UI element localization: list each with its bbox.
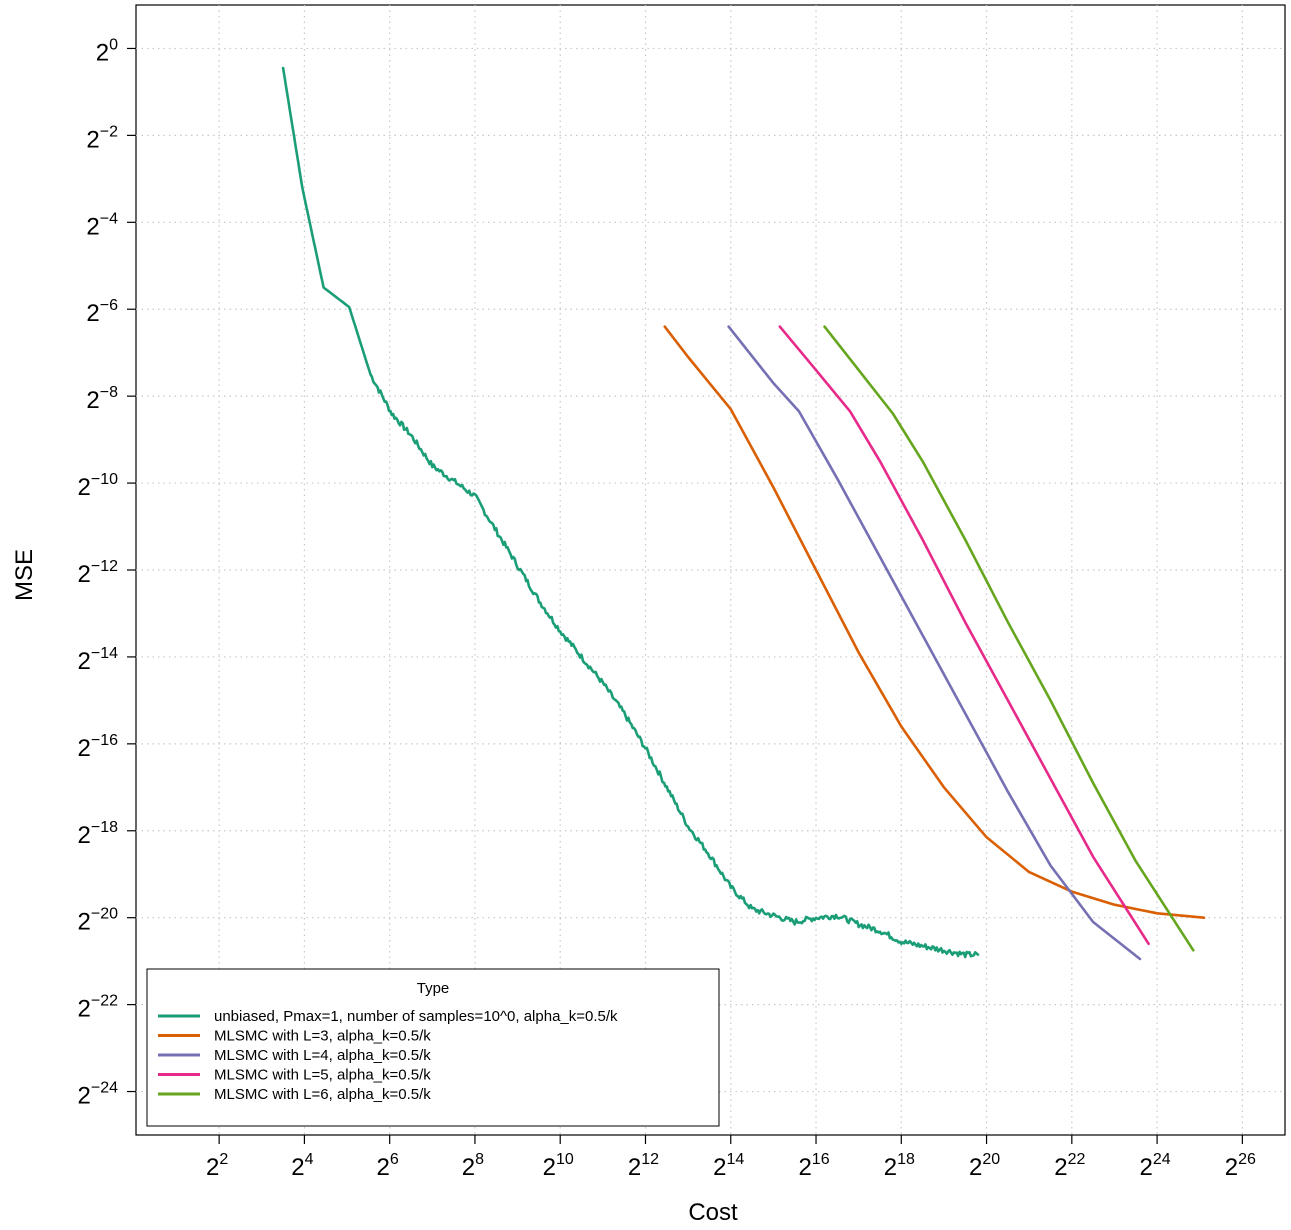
y-tick-label: 2−22	[78, 993, 119, 1023]
x-tick-label: 218	[884, 1151, 915, 1181]
legend-entry-label: MLSMC with L=4, alpha_k=0.5/k	[214, 1047, 431, 1064]
y-tick-label: 2−8	[86, 384, 118, 414]
y-tick-label: 2−2	[86, 123, 118, 153]
y-tick-label: 2−4	[86, 210, 118, 240]
x-tick-label: 226	[1225, 1151, 1256, 1181]
y-tick-label: 2−20	[78, 906, 119, 936]
grid-lines	[136, 5, 1285, 1135]
legend-entry-label: MLSMC with L=6, alpha_k=0.5/k	[214, 1086, 431, 1103]
legend-box	[146, 968, 720, 1127]
x-axis-title: Cost	[688, 1199, 738, 1226]
x-tick-label: 216	[798, 1151, 829, 1181]
series-line	[281, 66, 980, 959]
x-axis-ticks: 22 24 26 28 210 212 214 216 218 220 222 224 226	[206, 1135, 1256, 1181]
plot-frame	[135, 4, 1286, 1136]
x-tick-label: 26	[377, 1151, 399, 1181]
y-tick-label: 2−16	[78, 732, 119, 762]
legend-title: Type	[417, 980, 450, 997]
series-line	[778, 325, 1150, 946]
y-axis-ticks: 20 2−2 2−4 2−6 2−8 2−10 2−12 2−14 2−16 2−18 2−20 2−…	[78, 36, 136, 1110]
y-tick-label: 2−12	[78, 558, 119, 588]
series-line	[727, 325, 1142, 961]
y-tick-label: 20	[96, 36, 118, 66]
x-tick-label: 214	[713, 1151, 744, 1181]
x-tick-label: 22	[206, 1151, 228, 1181]
x-tick-label: 220	[969, 1151, 1000, 1181]
y-tick-label: 2−6	[86, 297, 118, 327]
series-lines	[281, 66, 1206, 961]
x-tick-label: 28	[462, 1151, 484, 1181]
y-axis-title: MSE	[11, 549, 38, 601]
y-tick-label: 2−24	[78, 1080, 119, 1110]
legend-entry-label: unbiased, Pmax=1, number of samples=10^0…	[214, 1008, 618, 1025]
y-tick-label: 2−10	[78, 471, 119, 501]
legend: Type unbiased, Pmax=1, number of samples…	[146, 968, 720, 1127]
series-line	[823, 325, 1195, 952]
x-tick-label: 24	[291, 1151, 313, 1181]
x-tick-label: 222	[1054, 1151, 1085, 1181]
x-tick-label: 224	[1140, 1151, 1171, 1181]
legend-entry-label: MLSMC with L=5, alpha_k=0.5/k	[214, 1067, 431, 1084]
legend-entry-label: MLSMC with L=3, alpha_k=0.5/k	[214, 1028, 431, 1045]
x-tick-label: 212	[628, 1151, 659, 1181]
x-tick-label: 210	[543, 1151, 574, 1181]
y-tick-label: 2−14	[78, 645, 119, 675]
series-line	[663, 325, 1206, 919]
y-tick-label: 2−18	[78, 819, 119, 849]
